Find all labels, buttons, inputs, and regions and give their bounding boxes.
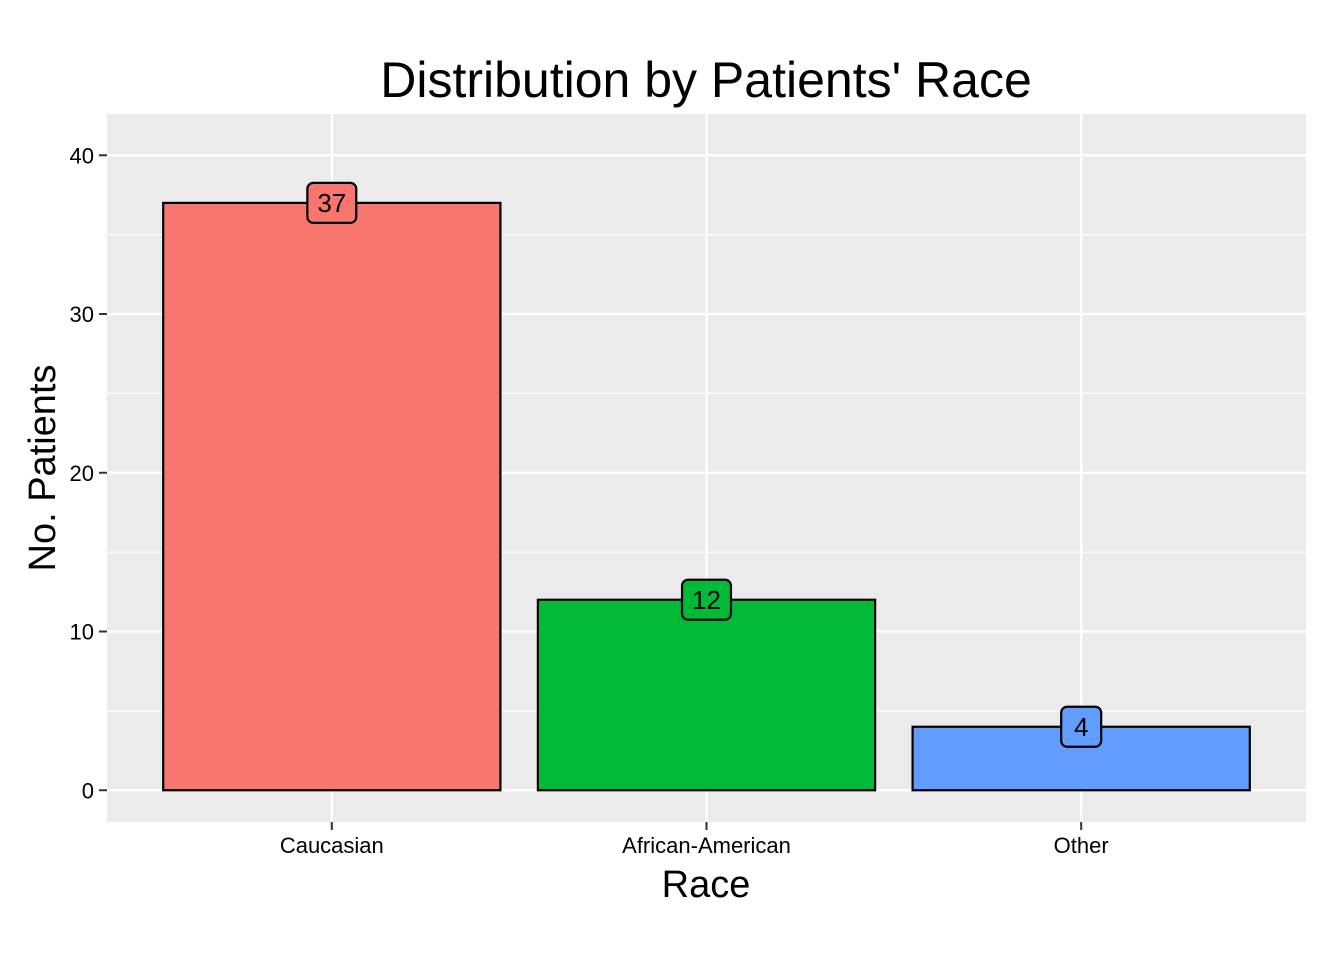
data-label: 37	[306, 181, 358, 224]
x-axis-title: Race	[662, 864, 751, 906]
bar-caucasian	[162, 201, 502, 792]
data-label: 4	[1060, 705, 1103, 748]
y-axis: 0 10 20 30 40	[70, 143, 107, 803]
data-label-box	[680, 578, 733, 621]
data-label-box	[1060, 705, 1103, 748]
data-label-text: 4	[1074, 712, 1088, 742]
data-label-text: 37	[317, 188, 346, 218]
y-tick-label: 10	[70, 620, 94, 645]
y-tick-label: 30	[70, 302, 94, 327]
data-label-text: 12	[692, 585, 721, 615]
y-axis-title: No. Patients	[22, 365, 64, 572]
x-tick-label: Other	[1054, 833, 1109, 858]
y-tick-label: 20	[70, 461, 94, 486]
y-tick-label: 40	[70, 143, 94, 168]
chart-title: Distribution by Patients' Race	[380, 52, 1032, 108]
bars	[162, 201, 1251, 792]
y-tick-label: 0	[82, 778, 94, 803]
x-tick-label: African-American	[622, 833, 791, 858]
x-tick-label: Caucasian	[280, 833, 384, 858]
data-label: 12	[680, 578, 733, 621]
bar-african-american	[536, 598, 877, 792]
data-label-box	[306, 181, 358, 224]
data-labels: 37 12 4	[306, 181, 1103, 748]
x-axis: Caucasian African-American Other	[280, 822, 1109, 858]
